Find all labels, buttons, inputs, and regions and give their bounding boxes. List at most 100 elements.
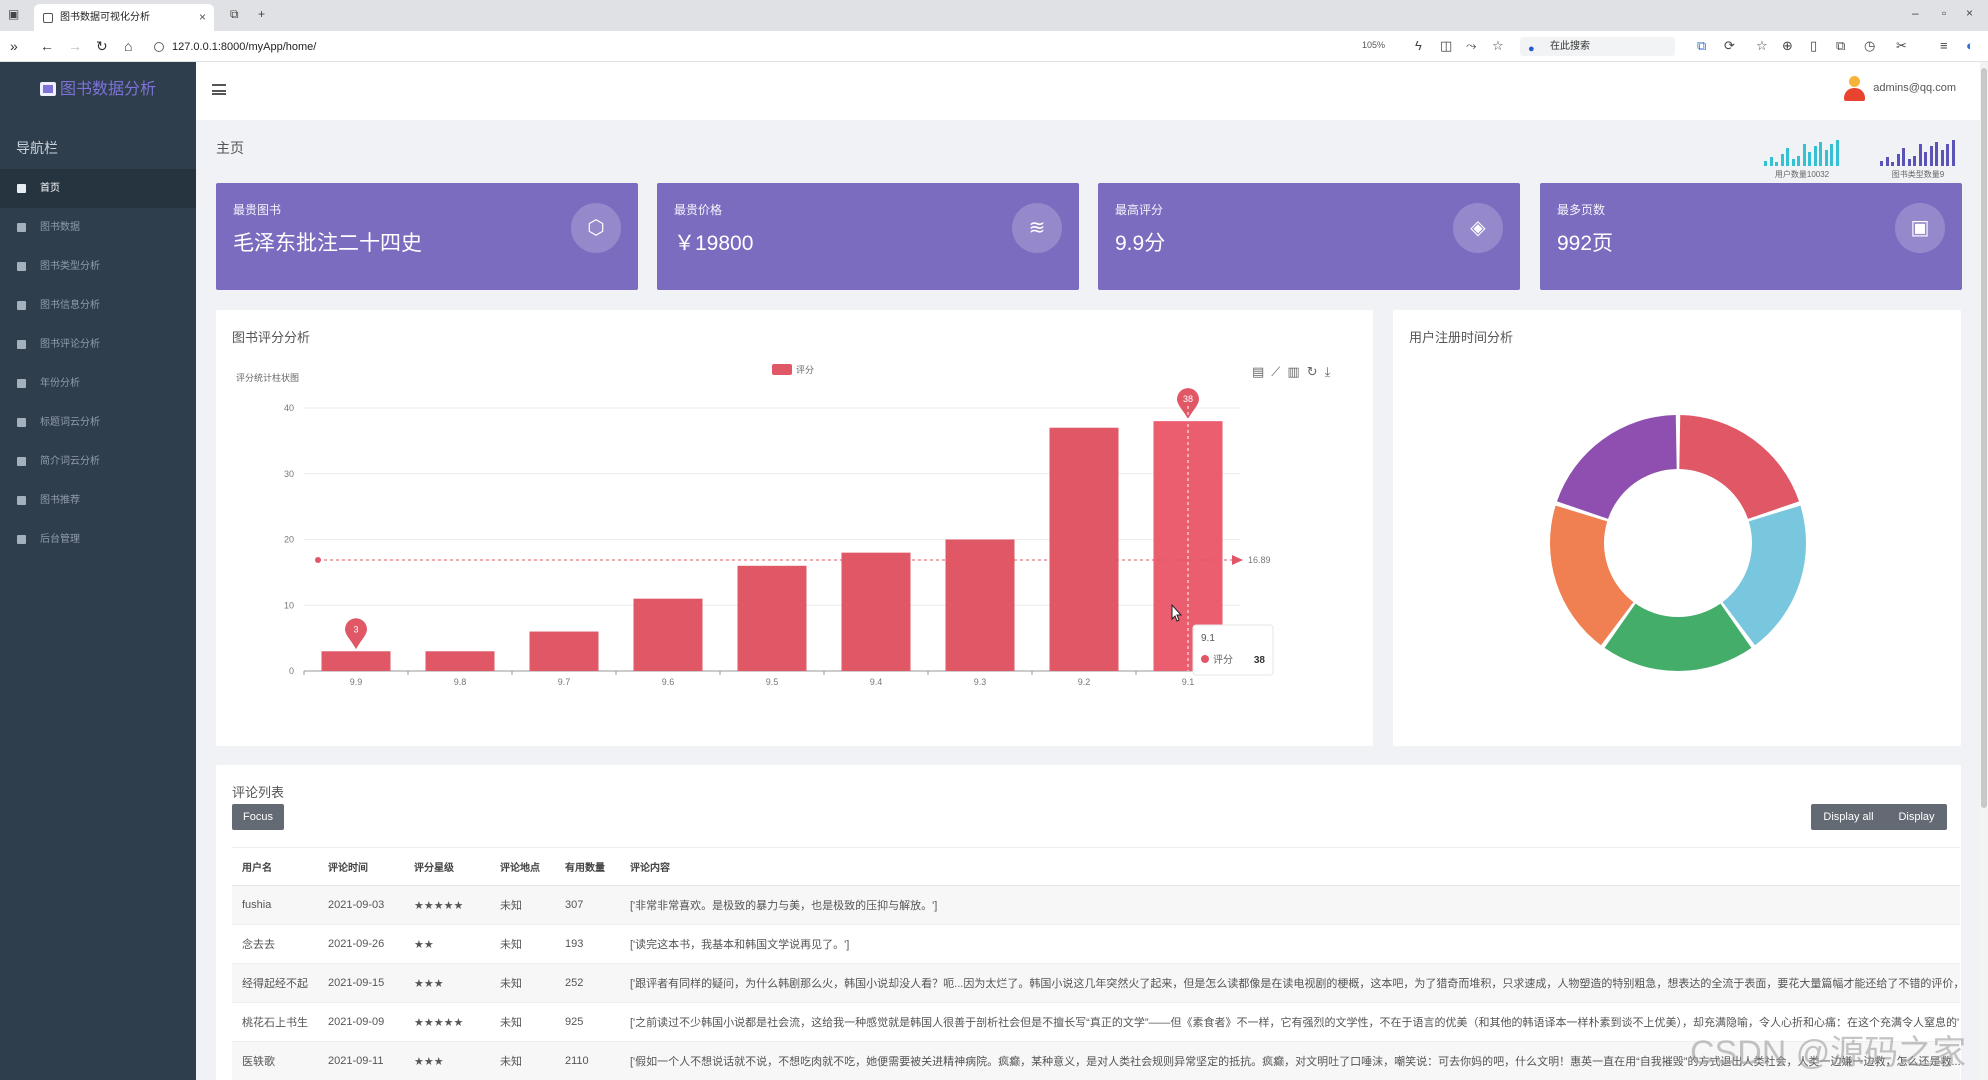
column-header[interactable]: 用户名 xyxy=(232,847,318,886)
min-mark-pin-label: 3 xyxy=(353,624,358,634)
column-header[interactable]: 有用数量 xyxy=(555,847,620,886)
app-logo[interactable]: 图书数据分析 xyxy=(0,62,196,118)
y-tick-label: 30 xyxy=(284,469,294,479)
reload-icon[interactable]: ↻ xyxy=(96,38,108,54)
lightning-icon[interactable]: ϟ xyxy=(1415,38,1422,53)
table-row[interactable]: 念去去 2021-09-26 ★★ 未知 193 ['读完这本书，我基本和韩国文… xyxy=(232,924,1960,964)
extension-icon[interactable]: ⟳ xyxy=(1724,38,1735,53)
card-label: 最多页数 xyxy=(1557,203,1606,217)
comment-icon xyxy=(17,340,26,349)
register-donut-chart[interactable] xyxy=(1393,310,1961,746)
line-chart-icon[interactable]: ⟋ xyxy=(1271,364,1281,379)
tab-list-icon[interactable]: ⧉ xyxy=(230,7,239,21)
browser-search-field[interactable]: ● 在此搜索 xyxy=(1520,37,1675,56)
sidebar-item-home[interactable]: 首页 xyxy=(0,169,196,208)
tooltip-box xyxy=(1192,624,1274,676)
sidebar-item-year-analysis[interactable]: 年份分析 xyxy=(0,364,196,403)
history-icon[interactable]: ◷ xyxy=(1864,38,1876,53)
average-line-label: 16.89 xyxy=(1248,555,1271,565)
column-header[interactable]: 评论内容 xyxy=(620,847,1960,886)
mini-bar xyxy=(1924,152,1927,166)
mini-bar xyxy=(1913,156,1916,166)
page-scrollbar[interactable] xyxy=(1980,62,1988,1080)
sidebar-item-admin[interactable]: 后台管理 xyxy=(0,520,196,559)
translate-icon[interactable]: ⧉ xyxy=(1697,38,1707,53)
cell-location: 未知 xyxy=(490,924,555,964)
menu-icon[interactable]: ≡ xyxy=(1940,38,1948,53)
profile-icon[interactable]: ◐ xyxy=(1966,38,1974,53)
home-icon[interactable]: ⌂ xyxy=(124,38,133,54)
cell-user: 念去去 xyxy=(232,924,318,964)
close-tab-icon[interactable]: × xyxy=(198,10,206,24)
bar xyxy=(321,651,391,671)
scrollbar-thumb[interactable] xyxy=(1981,68,1987,808)
user-menu[interactable]: admins@qq.com xyxy=(1843,76,1956,101)
site-info-icon[interactable] xyxy=(154,42,164,52)
sidebar-item-book-data[interactable]: 图书数据 xyxy=(0,208,196,247)
column-header[interactable]: 评论地点 xyxy=(490,847,555,886)
logo-text: 图书数据分析 xyxy=(59,81,156,98)
table-row[interactable]: 医轶歌 2021-09-11 ★★★ 未知 2110 ['假如一个人不想说话就不… xyxy=(232,1041,1960,1080)
phone-icon[interactable]: ▯ xyxy=(1810,38,1818,53)
sidebar-item-type-analysis[interactable]: 图书类型分析 xyxy=(0,247,196,286)
download-circle-icon[interactable]: ⊕ xyxy=(1782,38,1793,53)
browser-tab[interactable]: 图书数据可视化分析 × xyxy=(34,4,214,31)
bar-chart-icon[interactable]: ▥ xyxy=(1287,364,1300,379)
bookmark-star-icon[interactable]: ☆ xyxy=(1492,38,1504,53)
sidebar-toggle-icon[interactable]: ▣ xyxy=(8,7,20,21)
display-all-button[interactable]: Display all xyxy=(1811,804,1886,830)
square-icon xyxy=(17,496,26,505)
average-line-arrow xyxy=(1232,554,1243,565)
x-tick-label: 9.7 xyxy=(558,677,571,687)
back-icon[interactable]: ← xyxy=(40,38,54,54)
reader-icon[interactable]: ◫ xyxy=(1440,38,1453,53)
mini-stat-label: 图书类型数量9 xyxy=(1891,170,1945,179)
zoom-level[interactable]: 105% xyxy=(1362,40,1386,50)
sidebar-item-comment-analysis[interactable]: 图书评论分析 xyxy=(0,325,196,364)
restore-icon[interactable]: ▫ xyxy=(1942,6,1947,20)
cube-icon: ⬡ xyxy=(571,203,621,253)
sidebar-item-label: 年份分析 xyxy=(40,378,80,389)
cell-useful: 307 xyxy=(555,885,620,925)
cell-stars: ★★ xyxy=(404,924,490,964)
focus-button[interactable]: Focus xyxy=(232,804,284,830)
forward-icon[interactable]: → xyxy=(68,38,82,54)
display-button[interactable]: Display xyxy=(1886,804,1947,830)
column-header[interactable]: 评论时间 xyxy=(318,847,404,886)
sidebar-item-info-analysis[interactable]: 图书信息分析 xyxy=(0,286,196,325)
mini-bar xyxy=(1907,159,1911,166)
screenshot-icon[interactable]: ✂ xyxy=(1896,38,1907,53)
restore-icon[interactable]: ↻ xyxy=(1306,364,1318,379)
table-row[interactable]: 经得起经不起 2021-09-15 ★★★ 未知 252 ['跟评者有同样的疑问… xyxy=(232,963,1960,1003)
collections-icon[interactable]: ⧉ xyxy=(1836,38,1846,53)
expand-icon[interactable]: » xyxy=(10,38,18,54)
hamburger-menu-icon[interactable] xyxy=(212,84,226,95)
cell-user: 桃花石上书生 xyxy=(232,1002,318,1042)
min-mark-pin xyxy=(345,618,367,650)
cell-content: ['之前读过不少韩国小说都是社会流，这给我一种感觉就是韩国人很善于剖析社会但是不… xyxy=(620,1002,1960,1042)
save-image-icon[interactable]: ⤓ xyxy=(1324,364,1331,379)
sidebar-item-recommend[interactable]: 图书推荐 xyxy=(0,481,196,520)
data-view-icon[interactable]: ▤ xyxy=(1252,364,1265,379)
favorites-icon[interactable]: ☆ xyxy=(1756,38,1768,53)
bag-icon: ▣ xyxy=(1895,203,1945,253)
x-tick-label: 9.8 xyxy=(454,677,467,687)
url-field[interactable]: 127.0.0.1:8000/myApp/home/ xyxy=(150,37,1450,57)
column-header[interactable]: 评分星级 xyxy=(404,847,490,886)
new-tab-icon[interactable]: + xyxy=(258,7,266,21)
mini-bar xyxy=(1824,150,1828,166)
sidebar-item-summary-wordcloud[interactable]: 简介词云分析 xyxy=(0,442,196,481)
minimize-icon[interactable]: – xyxy=(1912,6,1919,20)
mini-bar-chart xyxy=(1878,140,1958,166)
chart-legend[interactable]: 评分 xyxy=(772,363,814,376)
tooltip-marker xyxy=(1201,655,1209,663)
rating-bar-chart[interactable]: 0 10 20 30 40 9.9 9.8 9.7 9.6 9.5 9.4 9.3 9.2 9.1 16.8… xyxy=(216,310,1373,746)
mini-bar xyxy=(1819,142,1822,166)
share-icon[interactable]: ⤳ xyxy=(1466,38,1477,53)
sidebar-item-title-wordcloud[interactable]: 标题词云分析 xyxy=(0,403,196,442)
x-tick-label: 9.2 xyxy=(1078,677,1091,687)
window-close-icon[interactable]: × xyxy=(1966,6,1974,20)
table-row[interactable]: fushia 2021-09-03 ★★★★★ 未知 307 ['非常非常喜欢。… xyxy=(232,885,1960,925)
comments-table: 用户名 评论时间 评分星级 评论地点 有用数量 评论内容 fushia 2021… xyxy=(232,847,1960,1080)
table-row[interactable]: 桃花石上书生 2021-09-09 ★★★★★ 未知 925 ['之前读过不少韩… xyxy=(232,1002,1960,1042)
